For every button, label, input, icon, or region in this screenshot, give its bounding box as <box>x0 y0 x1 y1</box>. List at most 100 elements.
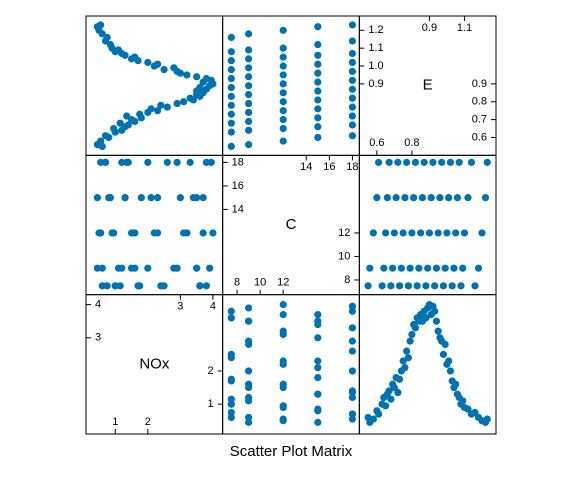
point <box>279 417 287 425</box>
panel-frame <box>85 154 224 296</box>
point <box>314 69 322 77</box>
point <box>394 388 402 397</box>
point <box>348 393 357 402</box>
point <box>227 92 235 100</box>
point <box>199 194 207 202</box>
point <box>245 108 253 117</box>
point <box>206 264 214 272</box>
tick-label: 4 <box>95 299 101 311</box>
point <box>227 57 235 65</box>
point <box>375 158 383 166</box>
tick-label: 0.8 <box>472 96 487 108</box>
point <box>153 194 162 202</box>
tick-label: 3 <box>177 301 183 313</box>
point <box>193 73 201 81</box>
point <box>160 282 168 290</box>
point <box>199 229 207 237</box>
point <box>406 337 414 345</box>
point <box>173 99 181 108</box>
point <box>227 110 235 118</box>
point <box>431 307 439 315</box>
point <box>390 383 398 392</box>
point <box>279 26 287 34</box>
point <box>348 121 357 129</box>
point <box>227 377 235 385</box>
point <box>227 119 235 127</box>
tick-label: 0.9 <box>422 22 437 34</box>
point <box>93 194 101 202</box>
point <box>314 87 322 95</box>
tick-label: 1.0 <box>368 60 383 72</box>
panel-frame <box>222 294 360 435</box>
point <box>314 114 322 122</box>
point <box>196 282 204 290</box>
point <box>394 158 402 166</box>
point <box>314 357 322 365</box>
point <box>114 264 123 272</box>
point <box>483 158 491 166</box>
point <box>314 390 322 398</box>
point <box>460 229 469 237</box>
point <box>434 327 442 335</box>
point <box>245 304 253 312</box>
point <box>464 194 472 202</box>
point <box>136 110 144 118</box>
point <box>439 350 448 358</box>
tick-label: 14 <box>232 203 244 215</box>
point <box>245 90 253 99</box>
point <box>390 229 398 237</box>
tick-label: 0.9 <box>472 78 487 90</box>
point <box>176 194 184 202</box>
point <box>279 360 287 368</box>
point <box>103 282 111 290</box>
point <box>348 94 357 102</box>
point <box>314 51 322 59</box>
point <box>279 380 287 388</box>
point <box>417 229 425 237</box>
point <box>348 324 357 332</box>
point <box>418 194 427 202</box>
point <box>406 264 414 272</box>
point <box>348 76 357 84</box>
point <box>373 194 381 202</box>
point <box>401 194 409 202</box>
variable-name: NOx <box>139 355 170 372</box>
point <box>403 158 411 166</box>
point <box>186 158 194 166</box>
point <box>279 89 287 97</box>
point <box>209 229 217 237</box>
point <box>137 194 145 202</box>
point <box>202 74 210 83</box>
point <box>114 46 123 54</box>
point <box>279 403 287 412</box>
point <box>227 400 235 408</box>
point <box>314 105 322 113</box>
point <box>163 103 171 111</box>
tick-label: 2 <box>208 365 214 377</box>
point <box>227 48 235 56</box>
point <box>227 142 235 151</box>
point <box>446 367 455 375</box>
point <box>144 158 152 166</box>
point <box>382 229 390 237</box>
point <box>227 350 235 358</box>
point <box>415 264 423 272</box>
tick-label: 18 <box>346 161 358 173</box>
point <box>314 405 322 413</box>
point <box>422 282 430 290</box>
chart-title: Scatter Plot Matrix <box>230 443 353 460</box>
tick-label: 12 <box>338 227 350 239</box>
point <box>404 282 412 290</box>
point <box>279 116 287 124</box>
point <box>450 264 458 272</box>
point <box>98 264 106 272</box>
point <box>314 374 322 382</box>
point <box>439 282 448 290</box>
point <box>432 264 441 272</box>
point <box>279 53 287 61</box>
point <box>314 334 322 342</box>
point <box>227 307 235 315</box>
point <box>397 264 405 272</box>
point <box>422 314 430 322</box>
tick-label: 10 <box>338 250 350 262</box>
